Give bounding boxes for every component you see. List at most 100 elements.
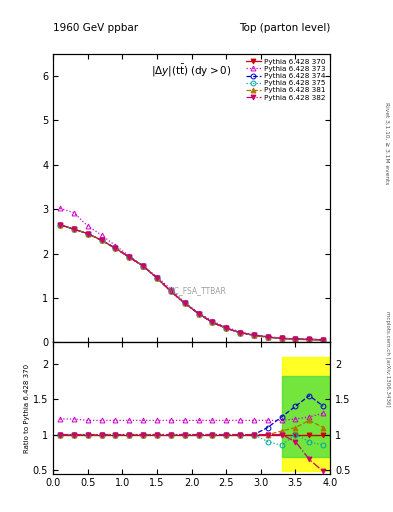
Pythia 6.428 382 [141, 263, 145, 269]
Pythia 6.428 370 [58, 222, 62, 228]
Pythia 6.428 373 [321, 337, 325, 343]
Pythia 6.428 370 [127, 254, 132, 260]
Pythia 6.428 375 [169, 288, 173, 294]
Pythia 6.428 382 [252, 332, 256, 338]
Pythia 6.428 382 [154, 275, 159, 281]
Text: $|\Delta y|(\mathrm{t\bar{t}})\;(\mathrm{dy}>0)$: $|\Delta y|(\mathrm{t\bar{t}})\;(\mathrm… [151, 62, 232, 78]
Pythia 6.428 373 [210, 318, 215, 324]
Pythia 6.428 374 [307, 336, 312, 343]
Y-axis label: Ratio to Pythia 6.428 370: Ratio to Pythia 6.428 370 [24, 364, 30, 453]
Pythia 6.428 374 [58, 222, 62, 228]
Pythia 6.428 375 [265, 334, 270, 340]
Pythia 6.428 373 [141, 263, 145, 269]
Pythia 6.428 382 [182, 300, 187, 306]
Pythia 6.428 382 [321, 337, 325, 343]
Pythia 6.428 382 [307, 336, 312, 343]
Pythia 6.428 370 [154, 275, 159, 281]
Line: Pythia 6.428 373: Pythia 6.428 373 [57, 206, 326, 342]
Line: Pythia 6.428 381: Pythia 6.428 381 [57, 222, 326, 342]
Pythia 6.428 382 [265, 334, 270, 340]
Pythia 6.428 373 [238, 329, 242, 335]
Pythia 6.428 381 [224, 325, 229, 331]
Pythia 6.428 381 [238, 330, 242, 336]
Pythia 6.428 370 [238, 330, 242, 336]
Pythia 6.428 370 [99, 237, 104, 243]
Pythia 6.428 370 [293, 336, 298, 343]
Pythia 6.428 370 [210, 319, 215, 326]
Pythia 6.428 374 [210, 319, 215, 326]
Pythia 6.428 381 [210, 319, 215, 326]
Pythia 6.428 370 [141, 263, 145, 269]
Pythia 6.428 375 [293, 336, 298, 342]
Pythia 6.428 373 [99, 232, 104, 238]
Pythia 6.428 381 [293, 336, 298, 342]
Pythia 6.428 374 [196, 310, 201, 316]
Pythia 6.428 382 [72, 226, 76, 232]
Pythia 6.428 374 [238, 330, 242, 336]
Pythia 6.428 374 [182, 300, 187, 306]
Text: mcplots.cern.ch [arXiv:1306.3436]: mcplots.cern.ch [arXiv:1306.3436] [385, 311, 389, 406]
Pythia 6.428 373 [196, 310, 201, 316]
Pythia 6.428 375 [72, 226, 76, 232]
Line: Pythia 6.428 374: Pythia 6.428 374 [57, 222, 326, 342]
Pythia 6.428 375 [279, 335, 284, 342]
Pythia 6.428 382 [58, 222, 62, 228]
Pythia 6.428 373 [113, 243, 118, 249]
Pythia 6.428 374 [127, 254, 132, 260]
Pythia 6.428 382 [210, 319, 215, 326]
Line: Pythia 6.428 375: Pythia 6.428 375 [57, 222, 326, 342]
Pythia 6.428 382 [196, 310, 201, 316]
Pythia 6.428 381 [58, 222, 62, 228]
Pythia 6.428 375 [141, 263, 145, 269]
Pythia 6.428 370 [279, 335, 284, 342]
Pythia 6.428 374 [141, 263, 145, 269]
Pythia 6.428 381 [321, 337, 325, 343]
Pythia 6.428 373 [279, 335, 284, 341]
Pythia 6.428 373 [154, 273, 159, 280]
Pythia 6.428 373 [58, 205, 62, 211]
Text: 1960 GeV ppbar: 1960 GeV ppbar [53, 23, 138, 33]
Pythia 6.428 382 [99, 237, 104, 243]
Legend: Pythia 6.428 370, Pythia 6.428 373, Pythia 6.428 374, Pythia 6.428 375, Pythia 6: Pythia 6.428 370, Pythia 6.428 373, Pyth… [244, 57, 327, 102]
Pythia 6.428 373 [307, 336, 312, 343]
Pythia 6.428 375 [182, 300, 187, 306]
Pythia 6.428 374 [72, 226, 76, 232]
Pythia 6.428 381 [169, 288, 173, 294]
Pythia 6.428 370 [85, 230, 90, 237]
Pythia 6.428 381 [307, 336, 312, 343]
Pythia 6.428 382 [127, 254, 132, 260]
Pythia 6.428 374 [113, 245, 118, 251]
Pythia 6.428 374 [169, 288, 173, 294]
Pythia 6.428 381 [127, 254, 132, 260]
Pythia 6.428 375 [196, 310, 201, 316]
Pythia 6.428 374 [99, 237, 104, 243]
Pythia 6.428 370 [72, 226, 76, 232]
Pythia 6.428 370 [196, 310, 201, 316]
Pythia 6.428 375 [113, 245, 118, 251]
Pythia 6.428 375 [210, 319, 215, 326]
Pythia 6.428 373 [293, 336, 298, 342]
Pythia 6.428 373 [169, 286, 173, 292]
Pythia 6.428 382 [113, 245, 118, 251]
Pythia 6.428 370 [265, 334, 270, 340]
Pythia 6.428 382 [85, 230, 90, 237]
Pythia 6.428 373 [127, 253, 132, 259]
Pythia 6.428 375 [85, 230, 90, 237]
Pythia 6.428 373 [85, 223, 90, 229]
Pythia 6.428 381 [72, 226, 76, 232]
Pythia 6.428 370 [321, 337, 325, 343]
Text: Top (parton level): Top (parton level) [239, 23, 330, 33]
Pythia 6.428 374 [265, 334, 270, 340]
Pythia 6.428 373 [224, 324, 229, 330]
Text: MC_FSA_TTBAR: MC_FSA_TTBAR [168, 286, 227, 295]
Pythia 6.428 375 [154, 275, 159, 281]
Pythia 6.428 374 [224, 325, 229, 331]
Pythia 6.428 382 [293, 336, 298, 342]
Pythia 6.428 373 [72, 209, 76, 216]
Line: Pythia 6.428 382: Pythia 6.428 382 [57, 222, 326, 342]
Pythia 6.428 375 [307, 336, 312, 343]
Pythia 6.428 374 [279, 335, 284, 342]
Pythia 6.428 370 [113, 245, 118, 251]
Pythia 6.428 382 [224, 325, 229, 331]
Pythia 6.428 374 [321, 337, 325, 343]
